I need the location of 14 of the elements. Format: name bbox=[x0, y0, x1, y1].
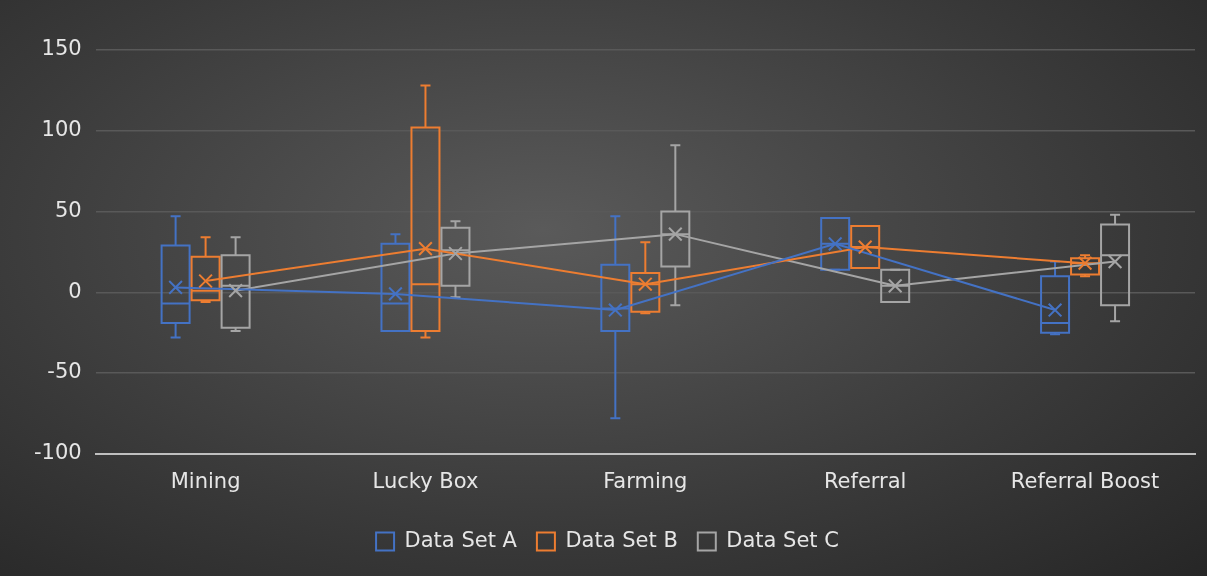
legend-label: Data Set C bbox=[726, 527, 839, 552]
y-tick-label: -50 bbox=[47, 359, 82, 384]
x-tick-label: Farming bbox=[603, 468, 688, 493]
y-tick-label: 150 bbox=[41, 36, 82, 61]
y-tick-label: 50 bbox=[54, 197, 82, 222]
x-tick-label: Referral Boost bbox=[1010, 468, 1160, 493]
legend-label: Data Set B bbox=[565, 527, 678, 552]
x-tick-label: Mining bbox=[170, 468, 241, 493]
y-tick-label: 0 bbox=[68, 278, 82, 303]
legend-label: Data Set A bbox=[404, 527, 518, 552]
x-tick-label: Lucky Box bbox=[372, 468, 479, 493]
x-tick-label: Referral bbox=[823, 468, 907, 493]
y-tick-label: 100 bbox=[41, 117, 82, 142]
y-tick-label: -100 bbox=[33, 440, 82, 465]
